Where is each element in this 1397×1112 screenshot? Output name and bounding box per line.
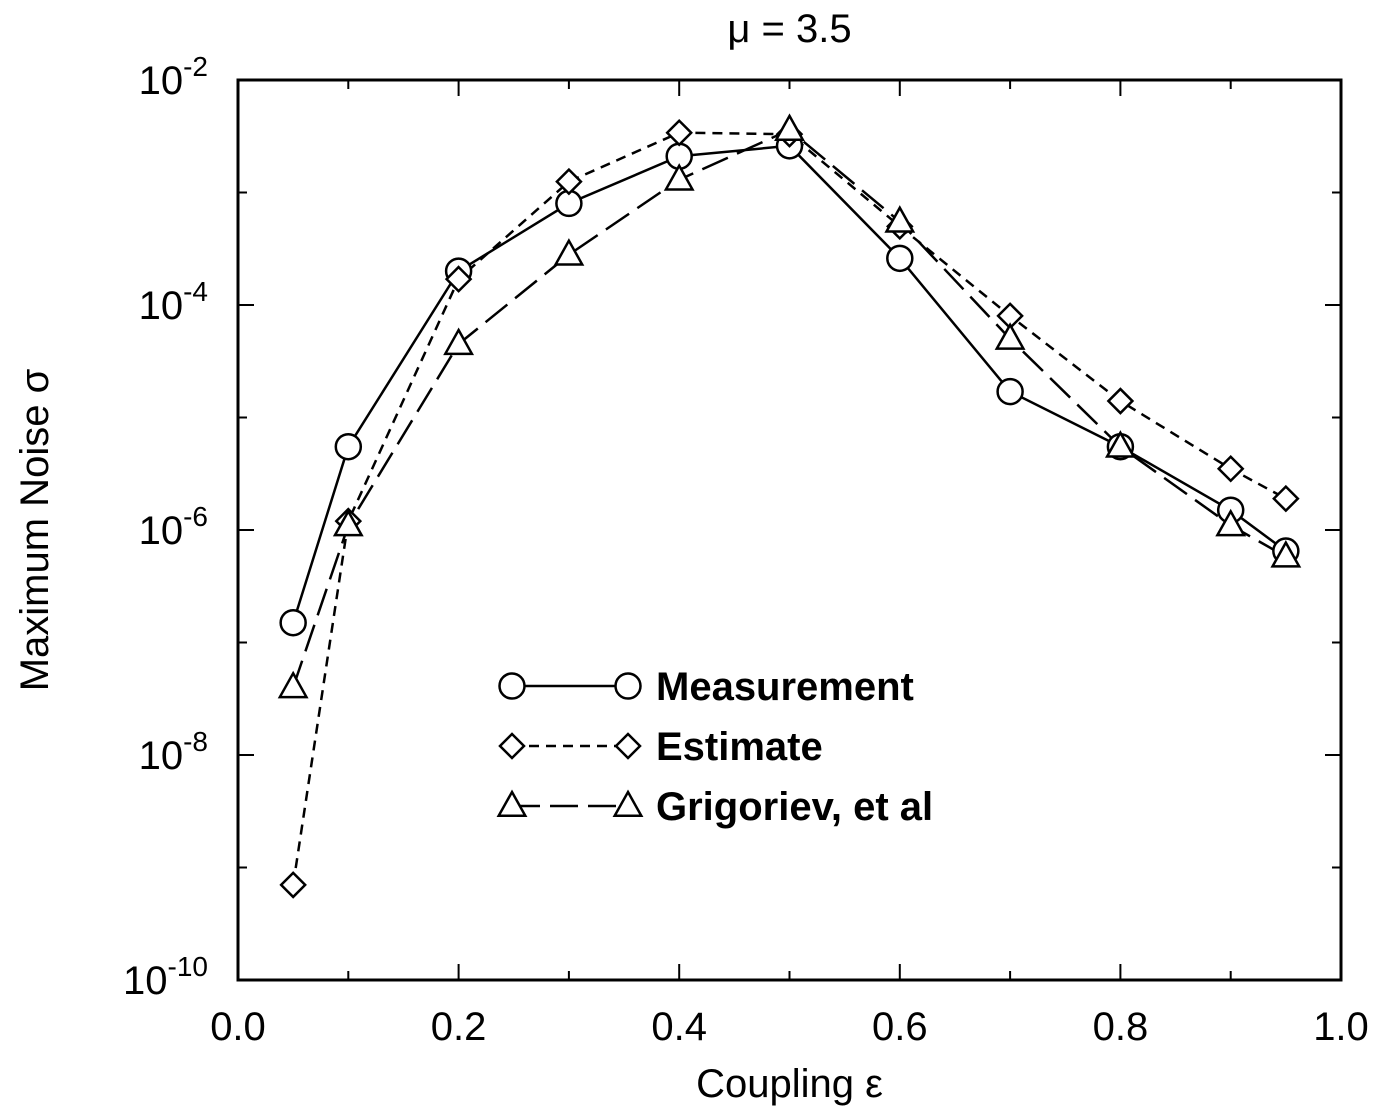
series-line-circle xyxy=(291,144,1287,624)
legend-label: Measurement xyxy=(656,665,914,709)
data-point-triangle xyxy=(496,789,528,818)
data-point-triangle xyxy=(443,327,475,356)
data-point-triangle xyxy=(994,322,1026,350)
legend: Measurement Estimate Grigoriev, et al xyxy=(496,665,933,829)
x-tick-label: 0.8 xyxy=(1093,1005,1149,1049)
y-tick-label: 10-6 xyxy=(139,501,208,553)
data-point-diamond xyxy=(665,118,693,147)
legend-label: Estimate xyxy=(656,725,823,769)
data-point-diamond xyxy=(1216,455,1245,483)
x-tick-label: 0.0 xyxy=(210,1005,266,1049)
data-point-triangle xyxy=(553,238,585,266)
data-point-diamond xyxy=(498,732,526,760)
legend-item: Grigoriev, et al xyxy=(496,785,933,829)
data-point-triangle xyxy=(612,789,644,818)
y-tick-label: 10-4 xyxy=(139,276,208,328)
data-point-triangle xyxy=(1215,508,1247,537)
x-tick-labels: 0.0 0.2 0.4 0.6 0.8 1.0 xyxy=(210,1005,1369,1049)
data-point-triangle xyxy=(277,670,309,699)
axis-ticks xyxy=(237,79,1342,981)
y-tick-labels: 10-10 10-8 10-6 10-4 10-2 xyxy=(123,51,208,1003)
data-point-circle xyxy=(886,244,914,273)
chart-title: μ = 3.5 xyxy=(727,7,851,51)
data-point-triangle xyxy=(884,205,916,233)
data-point-circle xyxy=(498,672,526,700)
x-tick-label: 1.0 xyxy=(1313,1005,1369,1049)
legend-label: Grigoriev, et al xyxy=(656,785,933,829)
series-markers xyxy=(277,113,1302,899)
data-point-circle xyxy=(614,672,642,700)
data-point-triangle xyxy=(1104,430,1136,458)
y-tick-label: 10-10 xyxy=(123,951,208,1003)
data-point-circle xyxy=(279,608,307,637)
x-tick-label: 0.6 xyxy=(872,1005,928,1049)
legend-item: Estimate xyxy=(498,725,823,769)
legend-item: Measurement xyxy=(498,665,914,709)
y-tick-label: 10-8 xyxy=(139,726,208,778)
series-line-diamond xyxy=(291,131,1287,886)
data-point-diamond xyxy=(1106,387,1135,415)
data-point-diamond xyxy=(555,167,583,196)
data-point-triangle xyxy=(774,113,805,141)
data-point-diamond xyxy=(614,732,642,760)
series-line-triangle xyxy=(291,128,1287,688)
y-axis-title: Maximum Noise σ xyxy=(13,368,57,691)
data-point-triangle xyxy=(663,163,695,191)
data-point-circle xyxy=(996,377,1024,406)
series-lines xyxy=(291,128,1287,886)
data-point-triangle xyxy=(332,508,364,537)
data-point-diamond xyxy=(279,871,307,899)
x-axis-title: Coupling ε xyxy=(696,1062,883,1106)
plot-frame xyxy=(236,78,1343,982)
data-point-diamond xyxy=(1272,484,1300,513)
data-point-diamond xyxy=(444,265,473,293)
data-point-circle xyxy=(334,432,363,461)
data-point-triangle xyxy=(1270,540,1302,568)
x-tick-label: 0.4 xyxy=(651,1005,707,1049)
y-tick-label: 10-2 xyxy=(139,51,208,103)
x-tick-label: 0.2 xyxy=(431,1005,487,1049)
